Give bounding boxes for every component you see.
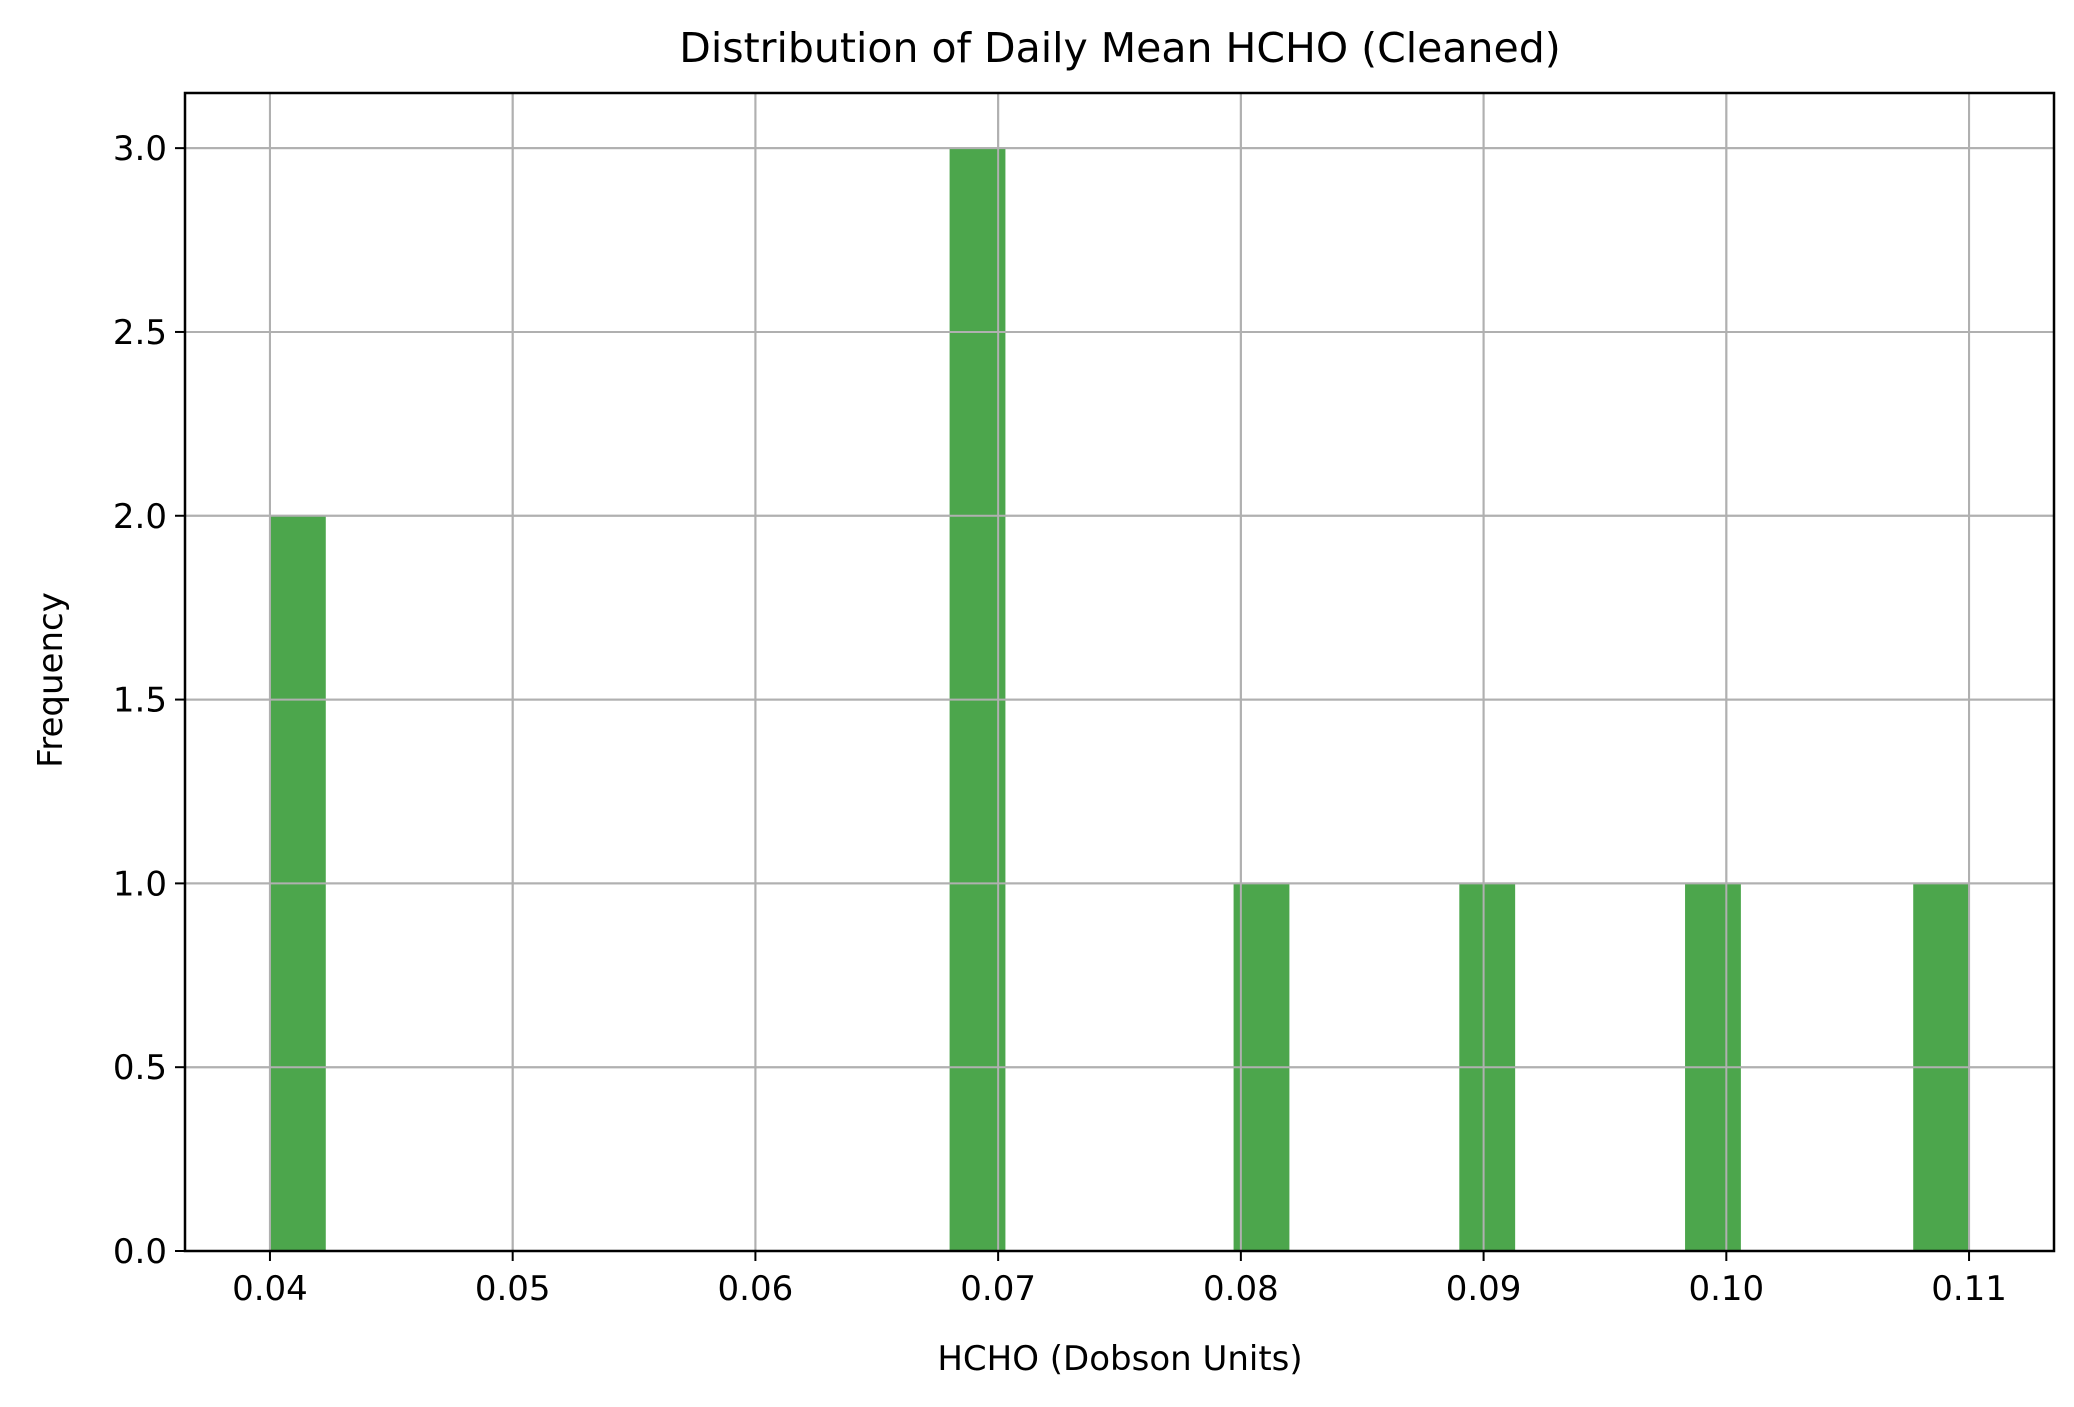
x-axis-ticks: 0.04 0.05 0.06 0.07 0.08 0.09 0.10 0.11 xyxy=(232,1251,2007,1309)
y-tick-label-6: 3.0 xyxy=(113,129,167,169)
chart-title: Distribution of Daily Mean HCHO (Cleaned… xyxy=(679,24,1560,72)
x-tick-label-7: 0.11 xyxy=(1931,1269,2007,1309)
y-tick-label-2: 1.0 xyxy=(113,864,167,904)
y-tick-label-4: 2.0 xyxy=(113,497,167,537)
x-tick-label-6: 0.10 xyxy=(1688,1269,1764,1309)
y-tick-label-3: 1.5 xyxy=(113,681,167,721)
x-tick-label-1: 0.05 xyxy=(475,1269,551,1309)
x-axis-label: HCHO (Dobson Units) xyxy=(937,1339,1302,1379)
x-tick-label-3: 0.07 xyxy=(960,1269,1036,1309)
x-tick-label-5: 0.09 xyxy=(1446,1269,1522,1309)
histogram-bars xyxy=(185,93,2054,1252)
y-axis-ticks: 0.0 0.5 1.0 1.5 2.0 2.5 3.0 xyxy=(113,129,185,1272)
y-tick-label-5: 2.5 xyxy=(113,313,167,353)
y-axis-label: Frequency xyxy=(31,592,71,768)
x-tick-label-0: 0.04 xyxy=(232,1269,308,1309)
x-tick-label-2: 0.06 xyxy=(718,1269,794,1309)
plot-frame xyxy=(183,91,2056,1253)
x-tick-label-4: 0.08 xyxy=(1203,1269,1279,1309)
y-tick-label-1: 0.5 xyxy=(113,1048,167,1088)
y-tick-label-0: 0.0 xyxy=(113,1232,167,1272)
